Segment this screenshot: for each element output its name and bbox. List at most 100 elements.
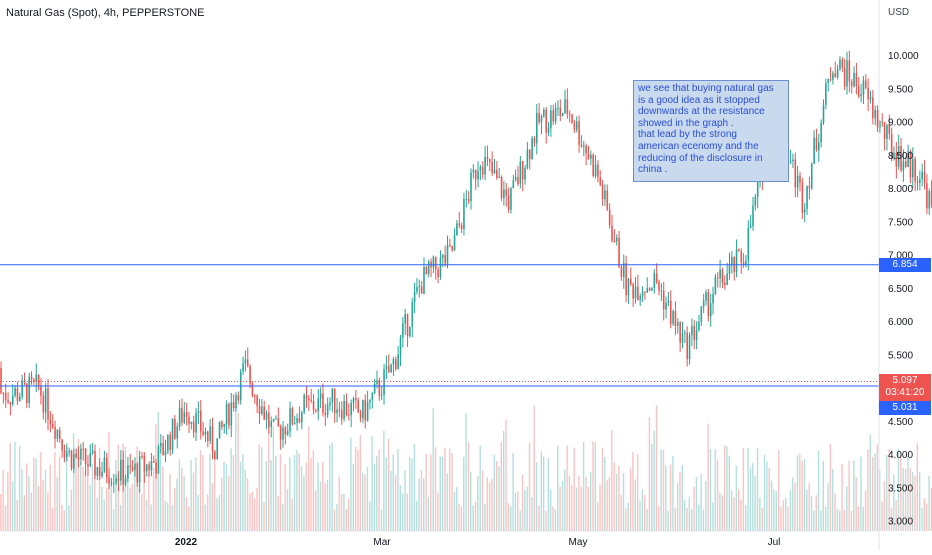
candle-body bbox=[225, 404, 228, 424]
candle-body bbox=[26, 383, 28, 404]
candle-body bbox=[395, 359, 397, 370]
volume-bar bbox=[564, 469, 566, 531]
candle-body bbox=[176, 426, 179, 439]
candle-body bbox=[557, 107, 559, 109]
time-axis: Oct152022MarMayJulSepNov2023Mar bbox=[175, 537, 781, 548]
volume-bar bbox=[275, 455, 277, 531]
candle-body bbox=[427, 261, 430, 275]
volume-bar bbox=[613, 462, 615, 531]
candle-body bbox=[30, 376, 33, 380]
candle-body bbox=[874, 109, 876, 119]
annotation-note[interactable]: we see that buying natural gas is a good… bbox=[633, 80, 789, 182]
candle-body bbox=[500, 176, 503, 198]
candle-body bbox=[105, 457, 108, 478]
volume-bar bbox=[251, 491, 253, 531]
candle-body bbox=[35, 374, 38, 382]
volume-bar bbox=[561, 480, 564, 531]
volume-bar bbox=[726, 446, 728, 531]
candle-body bbox=[528, 149, 531, 160]
volume-bar bbox=[676, 483, 679, 531]
volume-bar bbox=[437, 492, 439, 531]
candle-body bbox=[902, 161, 905, 171]
volume-bar bbox=[286, 489, 289, 531]
candle-body bbox=[202, 431, 204, 435]
volume-bar bbox=[601, 447, 604, 531]
volume-bar bbox=[357, 449, 359, 531]
volume-bar bbox=[124, 446, 127, 531]
volume-bar bbox=[467, 442, 470, 531]
volume-bar bbox=[923, 498, 926, 531]
volume-bar bbox=[91, 463, 94, 531]
volume-bar bbox=[902, 468, 904, 531]
volume-bar bbox=[11, 481, 14, 531]
volume-bar bbox=[416, 500, 418, 531]
candle-body bbox=[801, 182, 804, 213]
candle-body bbox=[214, 451, 216, 460]
candle-body bbox=[876, 109, 879, 128]
volume-bar bbox=[545, 510, 547, 531]
volume-bar bbox=[371, 436, 373, 531]
candle-body bbox=[869, 97, 872, 100]
volume-bar bbox=[322, 461, 324, 531]
candle-body bbox=[667, 300, 670, 303]
candle-body bbox=[463, 199, 465, 230]
candle-body bbox=[289, 408, 291, 432]
candle-body bbox=[867, 87, 869, 100]
candle-body bbox=[4, 393, 7, 401]
note-line: is a good idea as it stopped bbox=[638, 94, 760, 106]
volume-bar bbox=[799, 453, 801, 531]
candle-body bbox=[698, 321, 700, 331]
note-line: showed in the graph . bbox=[638, 117, 734, 129]
candle-body bbox=[174, 419, 176, 439]
volume-bar bbox=[453, 491, 456, 531]
candle-body bbox=[369, 399, 371, 403]
volume-bar bbox=[164, 500, 166, 531]
volume-bar bbox=[926, 503, 928, 531]
candle-body bbox=[841, 59, 844, 68]
volume-bar bbox=[35, 458, 37, 531]
volume-bar bbox=[63, 510, 65, 531]
volume-bar bbox=[611, 430, 613, 531]
volume-bar bbox=[246, 478, 249, 531]
volume-bar bbox=[376, 455, 378, 531]
volume-bar bbox=[105, 487, 108, 531]
volume-bar bbox=[190, 460, 192, 531]
volume-bar bbox=[87, 475, 89, 531]
volume-bar bbox=[174, 488, 176, 531]
volume-bar bbox=[531, 496, 533, 531]
candle-body bbox=[648, 288, 651, 291]
volume-bar bbox=[362, 473, 364, 531]
candle-body bbox=[615, 237, 618, 242]
volume-bar bbox=[98, 447, 101, 531]
volume-bar bbox=[479, 445, 481, 531]
volume-bar bbox=[401, 493, 404, 531]
volume-bar bbox=[484, 503, 486, 531]
candle-body bbox=[808, 185, 811, 189]
volume-bar bbox=[738, 488, 740, 531]
volume-bar bbox=[298, 453, 300, 531]
volume-bar bbox=[216, 498, 218, 531]
volume-bar bbox=[42, 480, 44, 531]
candle-body bbox=[340, 410, 343, 419]
volume-bar bbox=[166, 502, 169, 531]
candle-body bbox=[366, 402, 369, 421]
candle-body bbox=[371, 393, 374, 400]
candle-body bbox=[512, 180, 515, 189]
candle-body bbox=[33, 379, 35, 382]
volume-bar bbox=[517, 491, 519, 531]
volume-bar bbox=[909, 467, 911, 531]
volume-bar bbox=[848, 460, 850, 531]
candle-body bbox=[40, 386, 42, 396]
volume-bar bbox=[420, 470, 423, 531]
volume-bar bbox=[49, 464, 51, 531]
candle-body bbox=[348, 414, 350, 416]
candle-body bbox=[921, 172, 923, 179]
volume-bar bbox=[385, 457, 387, 531]
candle-body bbox=[752, 205, 754, 227]
candle-body bbox=[843, 67, 846, 87]
candle-body bbox=[700, 306, 703, 322]
volume-bar bbox=[488, 482, 491, 531]
bar-countdown: 03:41:20 bbox=[885, 387, 925, 398]
